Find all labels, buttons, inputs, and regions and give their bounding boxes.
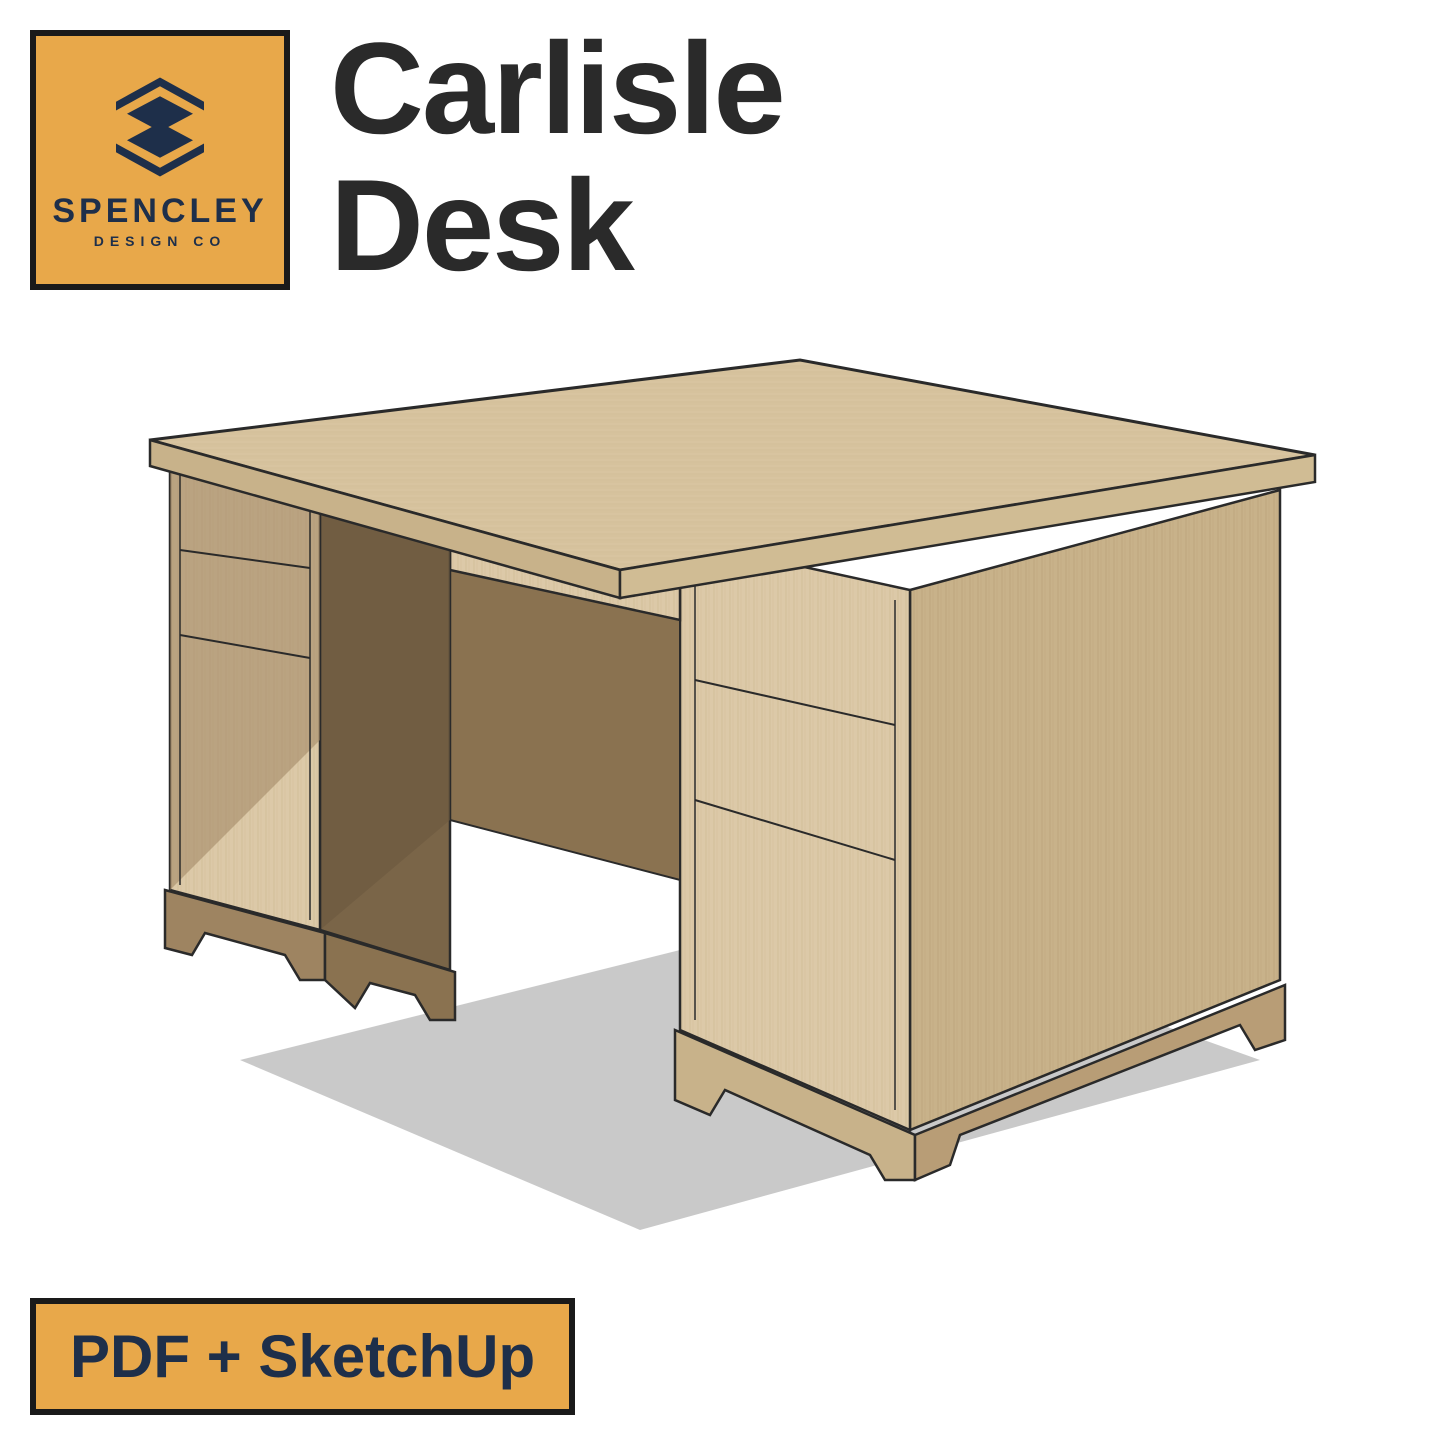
- brand-subtitle: DESIGN CO: [94, 233, 227, 249]
- title-line-2: Desk: [330, 157, 784, 294]
- brand-logo-box: SPENCLEY DESIGN CO: [30, 30, 290, 290]
- product-title: Carlisle Desk: [330, 20, 784, 293]
- right-pedestal-front: [680, 540, 910, 1130]
- right-pedestal-side: [910, 490, 1280, 1130]
- format-badge: PDF + SketchUp: [30, 1298, 575, 1415]
- brand-logo-icon: [105, 72, 215, 182]
- format-label: PDF + SketchUp: [70, 1323, 535, 1390]
- title-line-1: Carlisle: [330, 20, 784, 157]
- desk-illustration: [80, 340, 1380, 1290]
- brand-name: SPENCLEY: [52, 192, 267, 231]
